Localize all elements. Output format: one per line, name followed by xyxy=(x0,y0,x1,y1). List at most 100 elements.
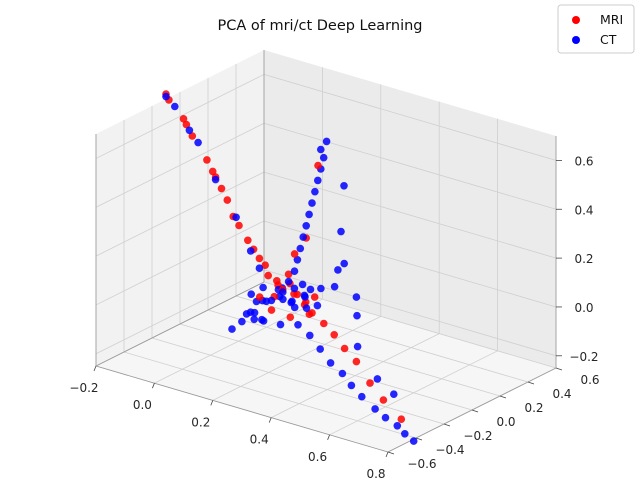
y-tick-mark xyxy=(499,395,507,399)
legend: MRI CT xyxy=(557,4,635,54)
legend-label-mri: MRI xyxy=(600,12,623,27)
y-tick-label: −0.2 xyxy=(463,429,492,443)
x-tick-label: 0.8 xyxy=(366,467,385,480)
grid-line-y-floor xyxy=(123,351,417,439)
point-mri xyxy=(286,313,295,322)
point-ct xyxy=(296,244,305,253)
point-mri xyxy=(397,415,406,424)
point-ct xyxy=(393,422,402,430)
grid-line-z-back xyxy=(263,269,557,357)
point-ct xyxy=(246,247,255,255)
point-ct xyxy=(255,264,264,273)
point-ct xyxy=(358,392,366,401)
point-mri xyxy=(255,293,264,301)
y-tick-label: 0.2 xyxy=(524,401,543,415)
x-tick-mark xyxy=(268,417,272,423)
point-ct xyxy=(306,331,314,340)
point-mri xyxy=(267,306,276,314)
y-tick-label: 0.6 xyxy=(580,373,599,387)
point-ct xyxy=(290,267,299,276)
grid-line-z-left xyxy=(95,220,265,306)
y-tick-label: 0.4 xyxy=(552,387,571,401)
axes-panes xyxy=(96,50,556,452)
grid-line-z-back xyxy=(263,171,557,259)
x-tick-label: 0.4 xyxy=(250,433,269,447)
grid-line-z-left xyxy=(95,74,265,159)
point-ct xyxy=(381,413,390,422)
y-tick-mark xyxy=(387,451,395,455)
point-ct xyxy=(340,259,349,268)
grid-line-z-left xyxy=(95,269,265,355)
point-ct xyxy=(290,303,299,312)
point-ct xyxy=(308,199,316,207)
point-mri xyxy=(366,379,374,387)
floor-left-edge xyxy=(95,281,265,367)
x-tick-label: 0.6 xyxy=(308,450,327,464)
point-ct xyxy=(194,138,202,147)
point-mri xyxy=(379,396,388,404)
point-mri xyxy=(182,120,191,129)
point-mri xyxy=(284,270,293,279)
point-ct xyxy=(171,102,179,111)
point-ct xyxy=(293,255,302,264)
chart-title: PCA of mri/ct Deep Learning xyxy=(217,18,422,34)
point-ct xyxy=(319,153,328,162)
legend-marker-ct xyxy=(572,36,580,44)
x-tick-mark xyxy=(93,365,97,372)
z-tick-label: 0.4 xyxy=(574,203,593,217)
point-ct xyxy=(317,145,325,154)
point-ct xyxy=(259,317,268,325)
y-tick-label: −0.6 xyxy=(407,457,436,471)
point-mri xyxy=(235,221,243,230)
point-ct xyxy=(267,296,276,305)
x-tick-mark xyxy=(152,383,155,389)
point-ct xyxy=(317,284,325,293)
point-ct xyxy=(228,325,236,333)
legend-label-ct: CT xyxy=(600,32,617,47)
point-ct xyxy=(294,321,302,329)
tick-labels: −0.20.00.20.40.60.8−0.6−0.4−0.20.00.20.4… xyxy=(69,154,599,480)
grid-line-y-floor xyxy=(179,323,473,411)
z-tick-label: 0.0 xyxy=(574,301,593,315)
point-ct xyxy=(301,293,309,301)
y-tick-mark xyxy=(443,423,451,427)
z-tick-label: 0.6 xyxy=(574,154,593,168)
x-tick-mark xyxy=(327,434,330,440)
point-mri xyxy=(188,132,197,140)
point-mri xyxy=(255,254,264,263)
grid-line-z-left xyxy=(95,122,265,208)
point-mri xyxy=(208,167,217,176)
y-tick-label: 0.0 xyxy=(496,415,515,429)
point-ct xyxy=(279,295,287,304)
y-tick-label: −0.4 xyxy=(435,443,464,457)
point-ct xyxy=(409,437,418,445)
point-ct xyxy=(232,213,240,222)
x-tick-label: −0.2 xyxy=(69,381,98,395)
grid-line-z-back xyxy=(263,220,557,308)
point-ct xyxy=(390,390,398,399)
point-ct xyxy=(305,210,313,219)
point-mri xyxy=(290,250,299,258)
x-tick-mark xyxy=(385,451,389,458)
point-ct xyxy=(314,176,322,185)
point-ct xyxy=(259,283,267,292)
point-mri xyxy=(330,331,339,339)
grid-line-z-back xyxy=(263,122,557,210)
point-mri xyxy=(352,357,361,366)
point-ct xyxy=(162,92,170,101)
point-mri xyxy=(340,344,349,353)
point-mri xyxy=(314,161,322,170)
point-ct xyxy=(276,320,285,329)
point-ct xyxy=(247,290,255,299)
point-ct xyxy=(185,126,194,135)
y-tick-mark xyxy=(555,367,563,371)
point-mri xyxy=(310,293,319,301)
point-ct xyxy=(279,288,287,296)
point-mri xyxy=(293,290,302,299)
y-tick-mark xyxy=(415,437,423,441)
x-axis-line xyxy=(95,365,389,453)
point-mri xyxy=(264,271,273,280)
point-ct xyxy=(302,222,311,230)
point-ct xyxy=(371,405,379,413)
